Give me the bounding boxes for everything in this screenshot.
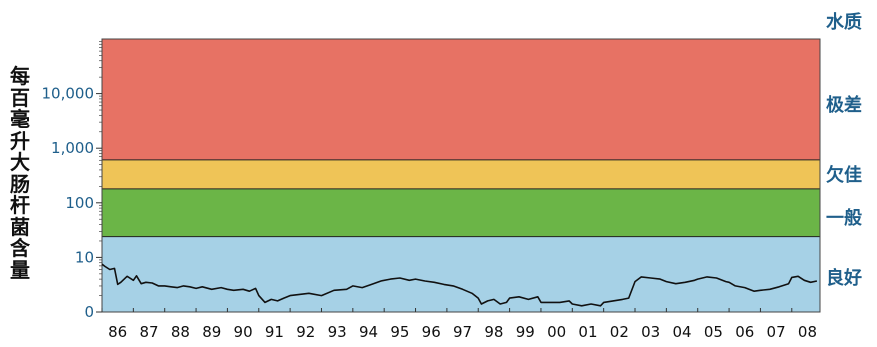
y-axis-label-char: 含	[10, 236, 30, 260]
x-tick-label: 01	[578, 323, 597, 341]
x-tick-label: 06	[735, 323, 754, 341]
y-axis-label-char: 杆	[10, 193, 30, 217]
y-axis-label-char: 量	[10, 257, 30, 282]
x-tick-label: 86	[108, 323, 127, 341]
y-axis-label-char: 菌	[10, 214, 30, 239]
quality-label-good: 良好	[826, 268, 862, 289]
x-tick-label: 08	[798, 323, 817, 341]
quality-band-0	[102, 236, 820, 312]
y-axis-label-char: 肠	[10, 171, 30, 196]
plot-frame	[101, 38, 821, 313]
y-axis-label-char: 毫	[10, 107, 30, 131]
quality-band-2	[102, 159, 820, 189]
y-axis-label-char: 百	[10, 85, 30, 110]
x-tick-label: 87	[139, 323, 158, 341]
x-tick-label: 90	[234, 323, 253, 341]
y-tick-label: 100	[65, 194, 94, 212]
x-tick-label: 92	[296, 323, 315, 341]
x-tick-label: 03	[641, 323, 660, 341]
y-tick-label: 0	[84, 303, 94, 321]
x-tick-label: 96	[422, 323, 441, 341]
quality-label-poor: 欠佳	[826, 165, 862, 186]
coliform-series-line	[101, 263, 818, 307]
y-tick-label: 10	[75, 248, 94, 266]
x-tick-label: 97	[453, 323, 472, 341]
x-tick-label: 98	[484, 323, 503, 341]
x-tick-label: 02	[610, 323, 629, 341]
legend-title: 水质	[826, 12, 862, 33]
quality-label-fair: 一般	[826, 208, 862, 229]
quality-label-very-poor: 极差	[826, 95, 862, 116]
x-tick-label: 91	[265, 323, 284, 341]
y-axis-label-char: 升	[10, 128, 30, 153]
y-axis-label-char: 每	[10, 64, 30, 88]
x-tick-label: 00	[547, 323, 566, 341]
y-tick-label: 10,000	[42, 85, 95, 103]
x-tick-label: 04	[672, 323, 691, 341]
x-tick-label: 07	[767, 323, 786, 341]
x-tick-label: 94	[359, 323, 378, 341]
y-axis-label-char: 大	[10, 150, 30, 174]
x-tick-label: 05	[704, 323, 723, 341]
x-tick-label: 93	[328, 323, 347, 341]
x-tick-label: 89	[202, 323, 221, 341]
x-tick-label: 95	[390, 323, 409, 341]
y-tick-label: 1,000	[51, 139, 94, 157]
quality-band-3	[102, 39, 820, 160]
x-tick-label: 88	[171, 323, 190, 341]
quality-band-1	[102, 188, 820, 237]
x-tick-label: 99	[516, 323, 535, 341]
